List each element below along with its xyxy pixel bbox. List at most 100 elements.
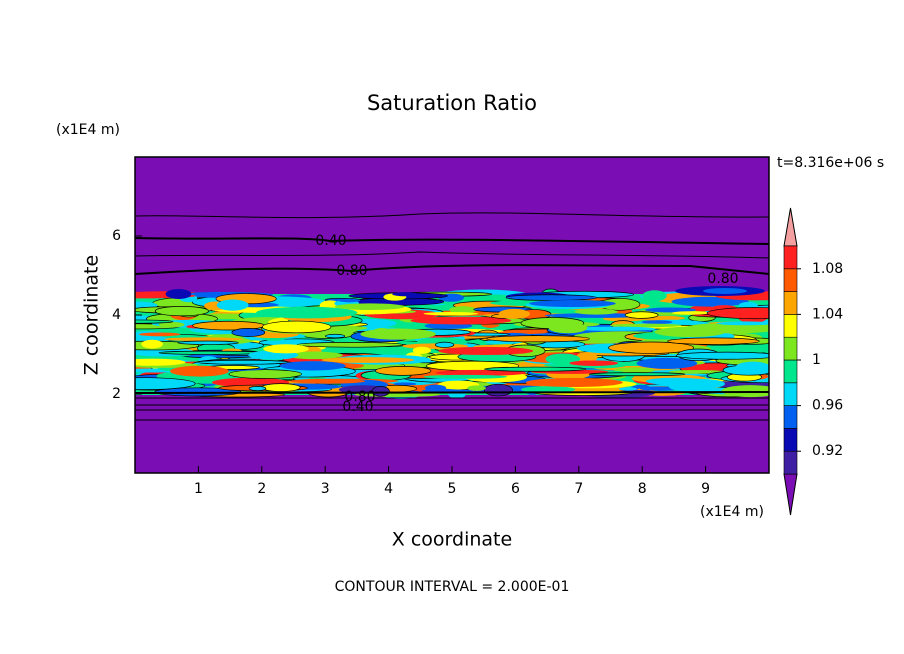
field-patch [706,307,769,320]
contour-line [135,264,769,275]
field-patch [435,369,527,376]
colorbar-box [783,268,798,292]
field-patch [548,322,588,334]
field-patch [438,346,534,355]
x-axis-label: X coordinate [392,529,512,551]
field-patch [423,311,479,316]
colorbar-box [783,359,798,384]
time-label: t=8.316e+06 s [777,155,884,171]
field-patch [165,289,192,300]
field-patch [135,377,196,391]
field-patch [325,333,346,339]
colorbar-box [783,314,798,338]
field-patch [545,353,581,365]
field-patch [575,352,598,363]
contour-label: 0.40 [342,399,373,415]
colorbar-box [783,428,798,452]
field-patch [263,344,309,354]
field-patch [690,305,714,312]
field-patch [434,341,455,348]
x-tick-label: 8 [638,481,647,497]
field-patch [671,311,710,315]
field-patch [609,323,682,328]
colorbar-box [783,382,798,406]
contour-line [135,391,769,394]
field-patch [248,386,267,391]
field-patch [290,378,366,384]
field-patch [261,383,301,392]
x-unit: (x1E4 m) [700,504,764,520]
contour-label: 0.80 [707,271,738,287]
field-patch [285,351,343,360]
field-patch [654,326,726,338]
x-tick-label: 1 [194,481,203,497]
x-tick-label: 3 [321,481,330,497]
field-patch [569,360,618,366]
chart-title: Saturation Ratio [367,91,537,115]
colorbar-box [783,450,798,475]
field-patch [572,326,656,331]
field-patch [520,386,576,393]
field-patch [424,384,447,392]
field-patch [588,372,686,377]
field-patch [158,321,185,328]
field-patch [716,321,769,326]
field-patch [170,365,229,377]
field-patch [321,357,415,363]
field-patch [529,299,616,307]
field-patch [645,307,696,313]
colorbar-tick-label: 1 [812,352,821,368]
field-patch [608,341,695,354]
field-patch [135,336,171,342]
colorbar-tick-label: 1.08 [812,261,843,277]
field-patch [338,298,361,303]
field-patch [467,385,486,391]
field-patch [673,378,725,389]
field-patch [412,346,432,354]
x-tick-label: 2 [257,481,266,497]
field-patch [371,386,390,397]
x-tick-label: 9 [701,481,710,497]
contour-line [135,397,769,399]
y-tick-label: 4 [112,307,121,323]
field-patch [158,350,263,355]
contour-line [135,237,769,245]
field-patch [624,311,659,319]
field-patch [393,382,417,386]
field-patch [279,361,346,371]
field-patch [334,303,405,310]
x-tick-label: 6 [511,481,520,497]
field [135,157,769,473]
field-patch [642,290,667,302]
field-patch [197,359,289,365]
field-patch [231,328,266,337]
field-patch [164,337,243,342]
field-patch [498,308,530,319]
field-patch [177,340,239,345]
field-patch [135,358,186,366]
contour-label: 0.40 [315,233,346,249]
colorbar-box [783,405,798,429]
field-patch [636,357,698,369]
field-patch [449,306,477,314]
y-tick-label: 2 [112,386,121,402]
contour-lines [135,212,769,421]
x-tick-label: 4 [384,481,393,497]
field-patch [483,383,513,397]
field-patch [154,306,209,317]
field-patch [574,308,618,315]
field-patch [139,332,181,337]
colorbar-tick-label: 0.96 [812,398,843,414]
x-tick-label: 5 [448,481,457,497]
field-patch [410,316,512,325]
y-unit: (x1E4 m) [56,122,120,138]
field-patch [216,299,249,311]
field-patch [486,335,590,343]
field-patch [668,369,724,374]
field-patch [262,320,332,334]
contour-label: 0.80 [344,389,375,405]
field-patch [505,294,597,301]
field-patch [423,374,508,379]
field-patch [618,387,638,391]
